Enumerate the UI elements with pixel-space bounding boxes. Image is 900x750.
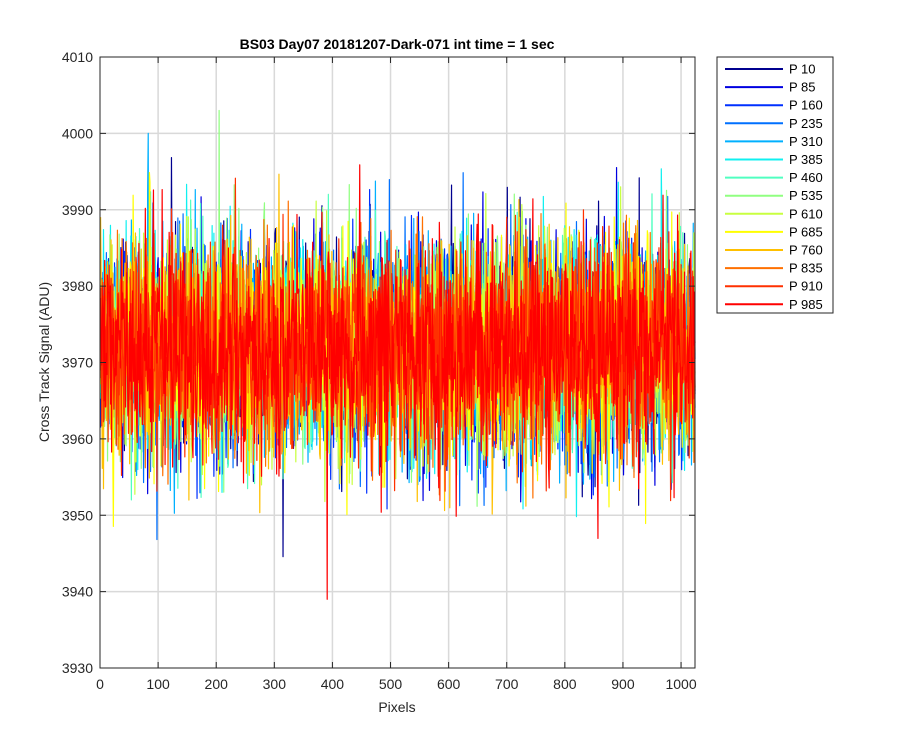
legend-label: P 985: [789, 297, 823, 312]
series-line-p-985: [99, 164, 696, 600]
y-tick-label: 3930: [62, 660, 93, 676]
chart-title: BS03 Day07 20181207-Dark-071 int time = …: [240, 36, 555, 52]
legend-label: P 385: [789, 152, 823, 167]
y-tick-label: 3950: [62, 507, 93, 523]
y-tick-label: 3970: [62, 355, 93, 371]
y-tick-label: 3980: [62, 278, 93, 294]
legend-label: P 760: [789, 243, 823, 258]
y-axis-label: Cross Track Signal (ADU): [36, 282, 52, 442]
x-tick-label: 100: [146, 676, 170, 692]
y-tick-label: 3990: [62, 202, 93, 218]
legend-label: P 835: [789, 261, 823, 276]
x-tick-label: 300: [263, 676, 287, 692]
legend-label: P 685: [789, 224, 823, 239]
x-tick-label: 1000: [665, 676, 696, 692]
series-line-p-910: [99, 177, 696, 502]
x-axis-label: Pixels: [378, 699, 415, 715]
legend-box: [716, 56, 834, 314]
legend-entries: P 10 P 85 P 160 P 235 P 310 P 385 P 460 P 535 P …: [725, 62, 823, 312]
y-tick-label: 3940: [62, 584, 93, 600]
x-tick-label: 500: [379, 676, 403, 692]
legend-label: P 460: [789, 170, 823, 185]
legend-label: P 160: [789, 98, 823, 113]
x-tick-label: 700: [495, 676, 519, 692]
legend-label: P 310: [789, 134, 823, 149]
legend-label: P 85: [789, 80, 816, 95]
x-tick-label: 400: [321, 676, 345, 692]
x-tick-label: 800: [553, 676, 577, 692]
legend-label: P 235: [789, 116, 823, 131]
x-tick-label: 0: [96, 676, 104, 692]
legend: P 10 P 85 P 160 P 235 P 310 P 385 P 460 P 535 P …: [716, 56, 834, 314]
series-lines: [99, 109, 696, 600]
y-tick-label: 4010: [62, 49, 93, 65]
x-tick-label: 900: [611, 676, 635, 692]
legend-label: P 910: [789, 279, 823, 294]
x-tick-label: 600: [437, 676, 461, 692]
axis-ticks: 0 100 200 300 400 500 600 700 800 900 1000 3930 3940…: [62, 49, 697, 692]
legend-label: P 610: [789, 206, 823, 221]
legend-label: P 10: [789, 62, 816, 77]
y-tick-label: 3960: [62, 431, 93, 447]
x-tick-label: 200: [205, 676, 229, 692]
legend-label: P 535: [789, 188, 823, 203]
y-tick-label: 4000: [62, 125, 93, 141]
